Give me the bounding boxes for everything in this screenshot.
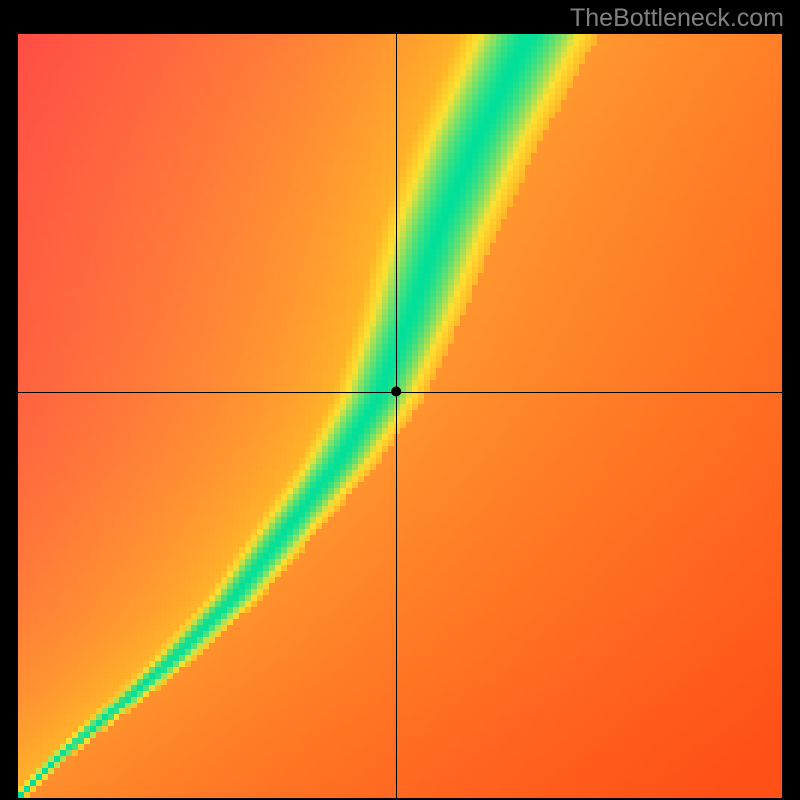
watermark-text: TheBottleneck.com	[570, 4, 784, 33]
chart-container: TheBottleneck.com	[0, 0, 800, 800]
bottleneck-heatmap	[18, 34, 782, 798]
